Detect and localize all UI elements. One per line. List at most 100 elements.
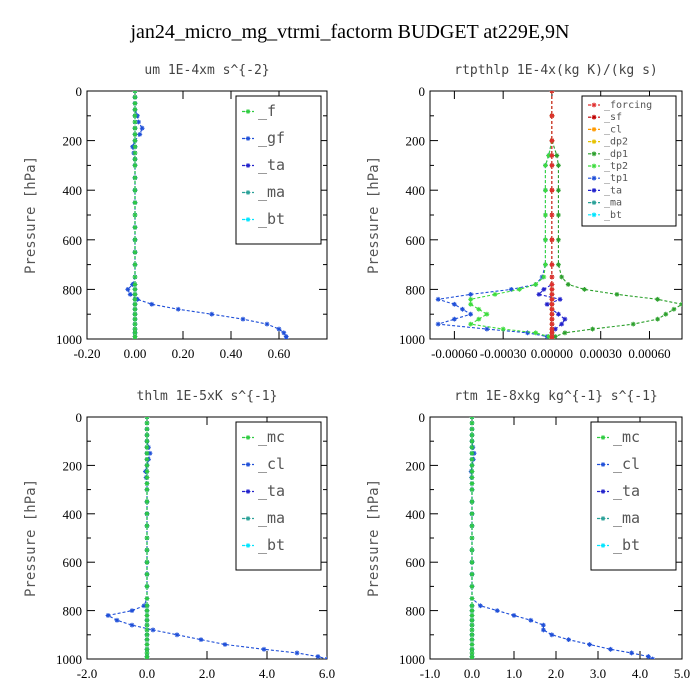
data-point <box>132 200 138 205</box>
y-tick-label: 600 <box>406 233 426 248</box>
data-point <box>543 262 548 267</box>
data-point <box>525 330 530 336</box>
data-point <box>144 475 150 480</box>
legend-entry-mc: _mc <box>258 428 285 446</box>
data-point <box>549 330 555 336</box>
data-point <box>549 187 555 193</box>
legend-marker <box>591 139 597 144</box>
data-point <box>469 487 475 492</box>
data-point <box>469 475 475 480</box>
data-point <box>469 481 475 486</box>
data-point <box>132 113 138 119</box>
legend-marker <box>245 190 251 195</box>
data-point <box>549 321 555 327</box>
legend-entry-dp2: _dp2 <box>604 137 628 148</box>
data-point <box>129 622 135 628</box>
data-point <box>469 499 475 505</box>
data-point <box>655 296 661 302</box>
legend-entry-tp2: _tp2 <box>604 161 628 172</box>
data-point <box>484 326 490 332</box>
data-point <box>132 150 138 156</box>
y-tick-label: 800 <box>63 282 83 297</box>
panel-title: rtm 1E-8xkg kg^{-1} s^{-1} <box>454 389 658 404</box>
data-point <box>549 306 555 312</box>
data-point <box>144 622 150 628</box>
data-point <box>541 627 546 633</box>
data-point <box>655 316 661 322</box>
panel-4: rtm 1E-8xkg kg^{-1} s^{-1} Pressure [hPa]… <box>366 389 690 681</box>
data-point <box>549 326 555 332</box>
data-point <box>469 656 475 659</box>
data-point <box>549 163 555 168</box>
data-point <box>294 650 300 656</box>
legend-entry-ta: _ta <box>258 482 285 500</box>
data-point <box>549 91 555 94</box>
data-point <box>141 603 147 609</box>
data-point <box>469 627 475 633</box>
legend-marker <box>245 489 251 494</box>
panel-2: rtpthlp 1E-4x(kg K)/(kg s) Pressure [hPa]… <box>366 63 683 361</box>
y-tick-label: 0 <box>419 84 426 99</box>
data-point <box>469 646 475 652</box>
x-tick-label: -0.00060 <box>431 346 478 361</box>
series-line <box>551 91 682 339</box>
legend-marker <box>591 175 597 181</box>
data-point <box>556 311 561 317</box>
y-tick-label: 400 <box>63 507 83 522</box>
data-point <box>468 291 474 297</box>
data-point <box>144 511 150 517</box>
legend-marker <box>591 200 597 205</box>
data-point <box>132 138 138 143</box>
legend-entry-ma: _ma <box>613 509 640 527</box>
data-point <box>144 596 150 601</box>
panel-3: thlm 1E-5xK s^{-1} Pressure [hPa] 0 200 400 6… <box>23 389 335 681</box>
data-point <box>144 456 150 462</box>
data-point <box>315 654 321 659</box>
data-point <box>469 444 475 450</box>
data-point <box>132 291 138 297</box>
data-point <box>492 291 498 297</box>
data-point <box>469 559 475 565</box>
data-point <box>132 175 138 181</box>
data-point <box>132 306 138 312</box>
data-point <box>517 287 522 292</box>
panel-title: rtpthlp 1E-4x(kg K)/(kg s) <box>454 63 658 78</box>
data-point <box>132 91 138 94</box>
data-point <box>144 632 150 638</box>
figure-title: jan24_micro_mg_vtrmi_factorm BUDGET at22… <box>130 21 570 43</box>
y-tick-label: 600 <box>63 555 83 570</box>
data-point <box>469 617 475 623</box>
series-group <box>435 91 682 339</box>
data-point <box>127 291 133 297</box>
data-point <box>132 107 138 112</box>
y-tick-label: 1000 <box>399 652 425 667</box>
data-point <box>144 444 150 450</box>
data-point <box>132 212 138 218</box>
data-point <box>240 316 246 322</box>
y-tick-label: 0 <box>76 410 83 425</box>
data-point <box>469 438 475 444</box>
data-point <box>533 330 539 336</box>
data-point <box>549 316 555 322</box>
series-forcing <box>549 91 555 339</box>
data-point <box>144 535 150 541</box>
x-tick-label: 0.00 <box>124 346 147 361</box>
data-point <box>435 321 441 327</box>
x-tick-label: -2.0 <box>77 666 98 681</box>
data-point <box>566 637 571 643</box>
y-tick-label: 1000 <box>399 332 425 347</box>
data-point <box>144 584 150 589</box>
y-tick-label: 0 <box>419 410 426 425</box>
data-point <box>469 469 475 474</box>
data-point <box>559 274 565 280</box>
data-point <box>132 101 138 106</box>
data-point <box>650 656 655 659</box>
data-point <box>559 321 565 327</box>
data-point <box>132 330 138 336</box>
legend-entry-bt: _bt <box>604 210 622 221</box>
data-point <box>469 523 475 529</box>
data-point <box>541 622 546 628</box>
y-tick-label: 800 <box>406 604 426 619</box>
data-point <box>543 237 548 243</box>
data-point <box>132 163 138 168</box>
